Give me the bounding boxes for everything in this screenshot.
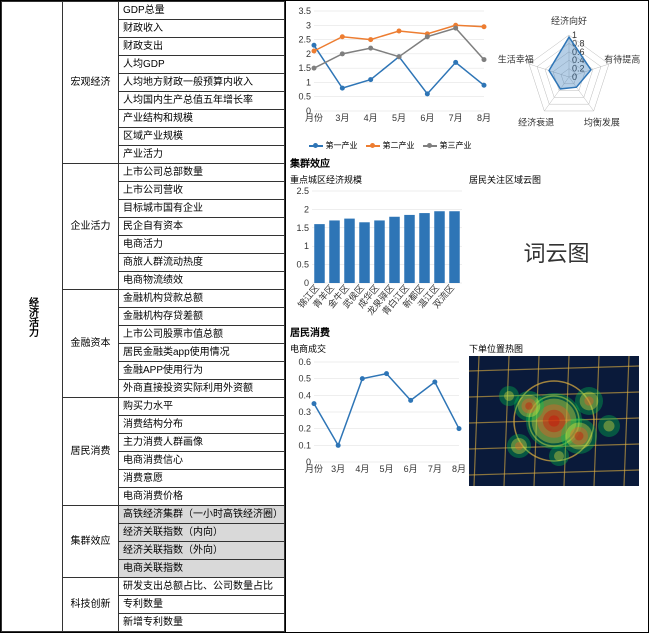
svg-text:4月: 4月 <box>355 464 369 474</box>
indicator-cell: 产业活力 <box>119 146 285 164</box>
indicator-cell: 外商直接投资实际利用外资额 <box>119 380 285 398</box>
root-label: 经济活力 <box>2 2 63 632</box>
svg-text:2: 2 <box>306 49 311 59</box>
indicator-cell: 研发支出总额占比、公司数量占比 <box>119 578 285 596</box>
svg-text:经济向好: 经济向好 <box>551 15 587 26</box>
indicator-cell: 专利数量 <box>119 596 285 614</box>
indicator-cell: 购买力水平 <box>119 398 285 416</box>
indicator-cell: 金融机构存贷差额 <box>119 308 285 326</box>
svg-text:3月: 3月 <box>335 113 349 123</box>
svg-text:0.4: 0.4 <box>298 390 311 400</box>
svg-text:2: 2 <box>304 204 309 214</box>
indicator-cell: 产业结构和规模 <box>119 110 285 128</box>
radar-chart: 经济向好有待提高均衡发展经济衰退生活幸福00.20.40.60.81 <box>494 5 644 151</box>
indicator-cell: 消费结构分布 <box>119 416 285 434</box>
indicator-cell: 上市公司股票市值总额 <box>119 326 285 344</box>
bar-subtitle: 重点城区经济规模 <box>290 172 465 187</box>
svg-text:8月: 8月 <box>477 113 490 123</box>
indicator-cell: 金融机构贷款总额 <box>119 290 285 308</box>
hierarchy-table: 经济活力宏观经济GDP总量财政收入财政支出人均GDP人均地方财政一般预算内收入人… <box>1 1 286 632</box>
svg-text:1.5: 1.5 <box>296 223 309 233</box>
wordcloud-placeholder: 词云图 <box>469 187 644 317</box>
svg-text:0.6: 0.6 <box>298 357 311 367</box>
svg-text:3: 3 <box>306 20 311 30</box>
indicator-cell: 主力消费人群画像 <box>119 434 285 452</box>
bar-chart: 00.511.522.5锦江区青羊区金牛区武侯区成华区龙泉驿区青白江区新都区温江… <box>290 187 465 317</box>
indicator-cell: 新增专利数量 <box>119 614 285 632</box>
svg-text:生活幸福: 生活幸福 <box>498 54 534 65</box>
indicator-cell: 人均GDP <box>119 56 285 74</box>
svg-text:0.1: 0.1 <box>298 440 311 450</box>
indicator-cell: 人均地方财政一般预算内收入 <box>119 74 285 92</box>
svg-text:7月: 7月 <box>428 464 442 474</box>
svg-text:2.5: 2.5 <box>298 35 311 45</box>
svg-text:0.5: 0.5 <box>298 374 311 384</box>
category-label: 居民消费 <box>63 398 119 506</box>
svg-text:经济衰退: 经济衰退 <box>518 116 554 127</box>
charts-panel: 00.511.522.533.5月份3月4月5月6月7月8月 第一产业第二产业第… <box>286 1 648 632</box>
indicator-cell: 电商消费信心 <box>119 452 285 470</box>
svg-text:1: 1 <box>572 30 577 40</box>
svg-text:0: 0 <box>304 278 309 288</box>
indicator-cell: 居民金融类app使用情况 <box>119 344 285 362</box>
heatmap <box>469 356 639 486</box>
heatmap-subtitle: 下单位置热图 <box>469 341 644 356</box>
indicator-cell: GDP总量 <box>119 2 285 20</box>
indicator-cell: 电商关联指数 <box>119 560 285 578</box>
indicator-cell: 金融APP使用行为 <box>119 362 285 380</box>
svg-text:7月: 7月 <box>449 113 463 123</box>
indicator-cell: 电商消费价格 <box>119 488 285 506</box>
svg-text:0.5: 0.5 <box>296 260 309 270</box>
svg-text:3月: 3月 <box>331 464 345 474</box>
section2-title: 集群效应 <box>290 153 644 172</box>
category-label: 宏观经济 <box>63 2 119 164</box>
svg-text:月份: 月份 <box>305 112 323 123</box>
svg-text:8月: 8月 <box>452 464 465 474</box>
line2-subtitle: 电商成交 <box>290 341 465 356</box>
indicator-cell: 财政收入 <box>119 20 285 38</box>
category-label: 集群效应 <box>63 506 119 578</box>
indicator-cell: 经济关联指数（外向） <box>119 542 285 560</box>
indicator-cell: 上市公司总部数量 <box>119 164 285 182</box>
indicator-cell: 区域产业规模 <box>119 128 285 146</box>
svg-text:4月: 4月 <box>364 113 378 123</box>
svg-text:1.5: 1.5 <box>298 63 311 73</box>
indicator-cell: 目标城市国有企业 <box>119 200 285 218</box>
svg-text:有待提高: 有待提高 <box>604 54 640 65</box>
svg-text:5月: 5月 <box>379 464 393 474</box>
indicator-cell: 商旅人群流动热度 <box>119 254 285 272</box>
indicator-cell: 上市公司营收 <box>119 182 285 200</box>
svg-text:1: 1 <box>304 241 309 251</box>
indicator-cell: 电商物流绩效 <box>119 272 285 290</box>
indicator-cell: 高铁经济集群（一小时高铁经济圈） <box>119 506 285 524</box>
svg-text:3.5: 3.5 <box>298 6 311 16</box>
indicator-cell: 民企自有资本 <box>119 218 285 236</box>
svg-text:2.5: 2.5 <box>296 187 309 196</box>
wordcloud-subtitle: 居民关注区域云图 <box>469 172 644 187</box>
category-label: 企业活力 <box>63 164 119 290</box>
svg-text:6月: 6月 <box>420 113 434 123</box>
svg-text:5月: 5月 <box>392 113 406 123</box>
category-label: 金融资本 <box>63 290 119 398</box>
svg-text:0.2: 0.2 <box>298 424 311 434</box>
indicator-cell: 电商活力 <box>119 236 285 254</box>
section3-title: 居民消费 <box>290 322 644 341</box>
svg-text:月份: 月份 <box>305 463 323 474</box>
svg-text:0.5: 0.5 <box>298 92 311 102</box>
indicator-cell: 经济关联指数（内向） <box>119 524 285 542</box>
indicator-cell: 人均国内生产总值五年增长率 <box>119 92 285 110</box>
indicator-cell: 消费意愿 <box>119 470 285 488</box>
svg-text:6月: 6月 <box>404 464 418 474</box>
svg-text:均衡发展: 均衡发展 <box>584 116 620 127</box>
category-label: 科技创新 <box>63 578 119 632</box>
ecommerce-line-chart: 00.10.20.30.40.50.6月份3月4月5月6月7月8月 <box>290 356 465 486</box>
indicator-cell: 财政支出 <box>119 38 285 56</box>
industry-line-chart: 00.511.522.533.5月份3月4月5月6月7月8月 第一产业第二产业第… <box>290 5 490 151</box>
svg-text:0.3: 0.3 <box>298 407 311 417</box>
svg-text:1: 1 <box>306 77 311 87</box>
